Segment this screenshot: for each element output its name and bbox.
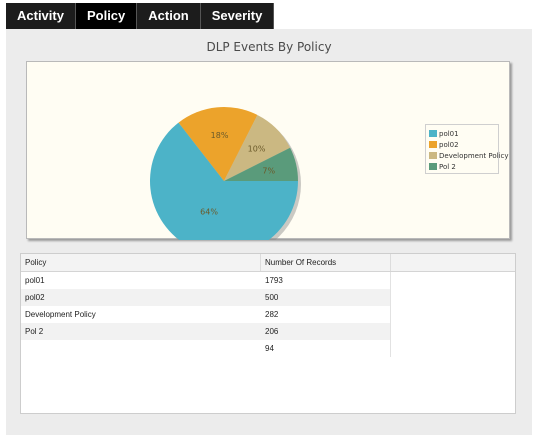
report-panel: DLP Events By Policy 64% 18% 10% 7% pol01 p… xyxy=(6,29,532,435)
empty-cell xyxy=(390,340,515,357)
empty-cell xyxy=(390,272,515,289)
legend-item[interactable]: pol01 xyxy=(429,128,498,139)
pie-slice[interactable] xyxy=(150,122,298,240)
legend-label: pol02 xyxy=(439,140,459,149)
pie-slice[interactable] xyxy=(224,147,298,181)
records-cell: 206 xyxy=(261,323,391,340)
column-header-policy[interactable]: Policy xyxy=(21,254,262,271)
tab-activity[interactable]: Activity xyxy=(6,3,76,29)
table-header: Policy Number Of Records xyxy=(21,254,515,272)
column-header-records[interactable]: Number Of Records xyxy=(261,254,391,271)
records-cell: 500 xyxy=(261,289,391,306)
records-table: Policy Number Of Records pol01 1793 pol0… xyxy=(20,253,516,414)
legend-swatch xyxy=(429,141,437,148)
pie-chart: 64% 18% 10% 7% pol01 pol02 Development Poli… xyxy=(26,61,510,240)
pie-slice[interactable] xyxy=(178,107,258,181)
table-row[interactable]: 94 xyxy=(21,340,515,357)
empty-cell xyxy=(390,323,515,340)
column-header-empty xyxy=(391,254,516,271)
policy-cell: Pol 2 xyxy=(25,327,44,336)
chart-title: DLP Events By Policy xyxy=(206,40,332,54)
table-row[interactable]: pol01 1793 xyxy=(21,272,515,289)
pie-slice[interactable] xyxy=(224,114,291,181)
empty-cell xyxy=(390,306,515,323)
legend-item[interactable]: Pol 2 xyxy=(429,161,498,172)
legend-swatch xyxy=(429,152,437,159)
table-row[interactable]: Development Policy 282 xyxy=(21,306,515,323)
policy-cell: pol02 xyxy=(25,293,45,302)
tab-bar: Activity Policy Action Severity xyxy=(6,3,275,29)
policy-cell: pol01 xyxy=(25,276,45,285)
slice-percent-label: 64% xyxy=(200,208,218,217)
table-row[interactable]: pol02 500 xyxy=(21,289,515,306)
empty-cell xyxy=(390,289,515,306)
table-row[interactable]: Pol 2 206 xyxy=(21,323,515,340)
legend-label: pol01 xyxy=(439,129,459,138)
slice-percent-label: 18% xyxy=(211,131,229,140)
records-cell: 1793 xyxy=(261,272,391,289)
records-cell: 282 xyxy=(261,306,391,323)
tab-severity[interactable]: Severity xyxy=(200,3,275,29)
slice-percent-label: 10% xyxy=(248,145,266,154)
pie-chart-svg: 64% 18% 10% 7% xyxy=(150,107,301,240)
records-cell: 94 xyxy=(261,340,391,357)
slice-percent-label: 7% xyxy=(262,166,275,175)
tab-policy[interactable]: Policy xyxy=(75,3,138,29)
legend-swatch xyxy=(429,163,437,170)
legend-swatch xyxy=(429,130,437,137)
legend-label: Pol 2 xyxy=(439,162,456,171)
legend-label: Development Policy xyxy=(439,151,509,160)
chart-legend: pol01 pol02 Development Policy Pol 2 xyxy=(425,124,508,174)
tab-action[interactable]: Action xyxy=(137,3,201,29)
policy-cell: Development Policy xyxy=(25,310,96,319)
legend-item[interactable]: pol02 xyxy=(429,139,498,150)
legend-item[interactable]: Development Policy xyxy=(429,150,508,161)
policy-cell xyxy=(21,340,261,357)
